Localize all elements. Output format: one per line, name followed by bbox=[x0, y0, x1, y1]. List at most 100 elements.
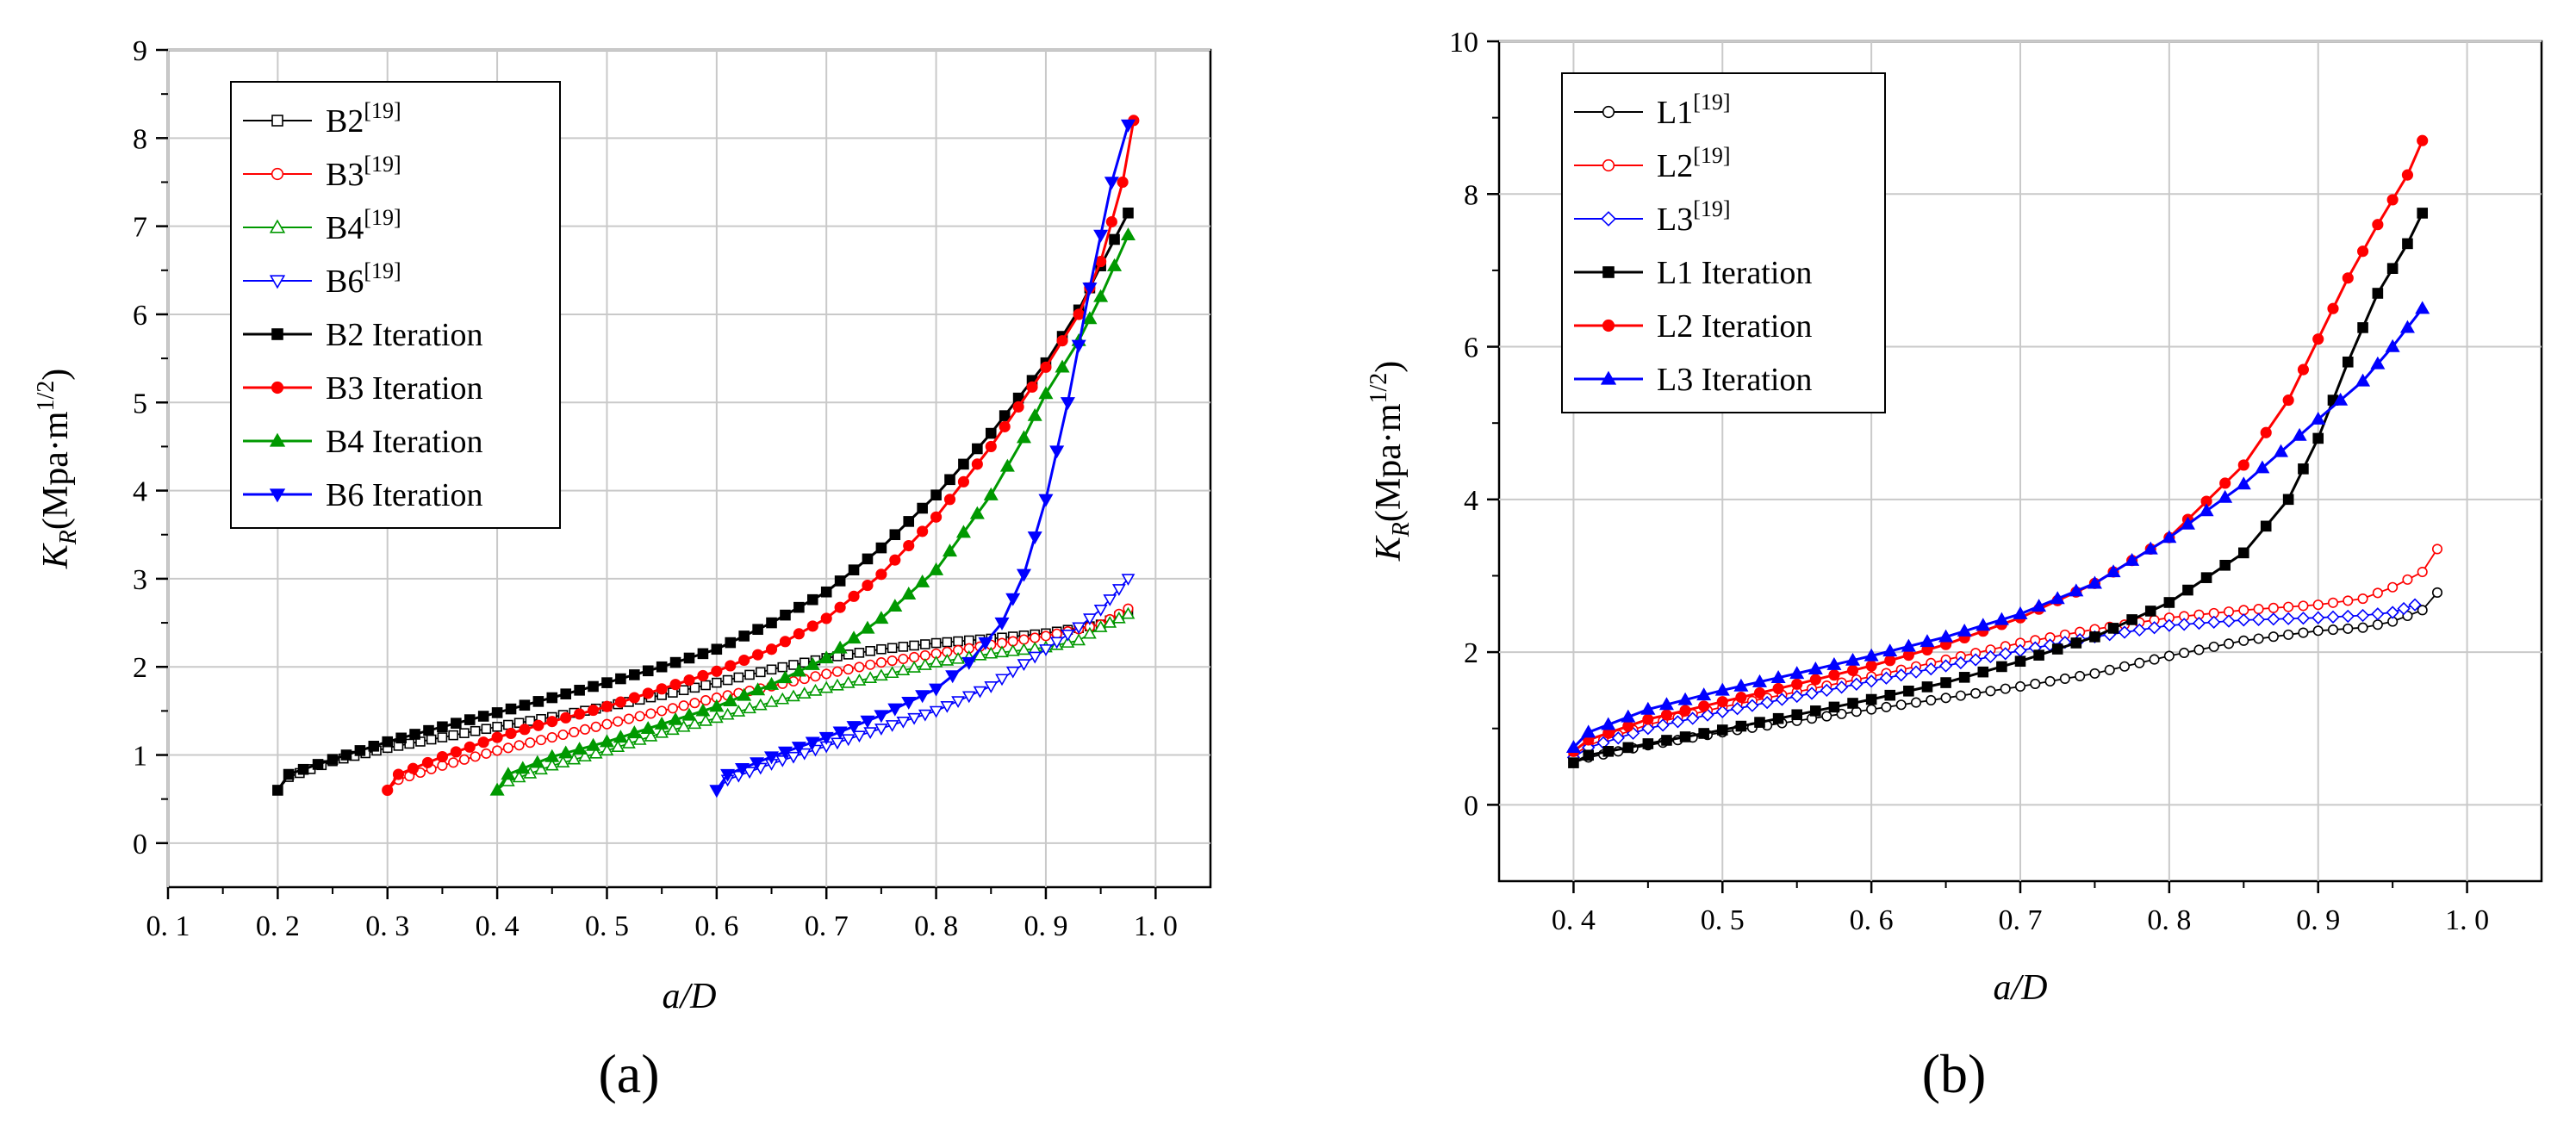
a-point-2-12 bbox=[622, 736, 636, 749]
a-point-1-41 bbox=[831, 666, 843, 677]
b-x-tick-label-2: 0. 6 bbox=[1850, 904, 1894, 936]
a-point-5-13 bbox=[560, 711, 572, 724]
b-point-3-44 bbox=[2372, 288, 2384, 299]
a-point-4-41 bbox=[834, 575, 846, 587]
a-series-markers-7 bbox=[709, 119, 1136, 798]
b-point-3-10 bbox=[1754, 717, 1765, 728]
b-y-tick-label-3: 6 bbox=[1464, 332, 1478, 364]
a-point-1-60 bbox=[1040, 631, 1051, 642]
a-point-6-41 bbox=[1055, 359, 1070, 373]
b-legend-ref-0: [19] bbox=[1693, 90, 1730, 115]
a-point-0-19 bbox=[481, 724, 492, 735]
a-legend-label-3: B6[19] bbox=[326, 258, 401, 300]
a-point-4-24 bbox=[601, 677, 613, 688]
a-point-2-55 bbox=[1093, 620, 1108, 632]
a-point-0-46 bbox=[777, 662, 788, 673]
b-point-0-49 bbox=[2298, 627, 2309, 638]
b-legend-label-5: L3 Iteration bbox=[1657, 362, 1812, 398]
b-point-4-39 bbox=[2297, 363, 2310, 376]
b-point-5-4 bbox=[1640, 701, 1656, 715]
a-point-2-34 bbox=[863, 671, 878, 683]
a-point-2-15 bbox=[655, 725, 669, 738]
a-point-1-61 bbox=[1051, 628, 1062, 639]
b-legend-ref-1: [19] bbox=[1693, 143, 1730, 168]
a-point-6-34 bbox=[955, 525, 971, 538]
b-x-tick-label-5: 0. 9 bbox=[2296, 904, 2340, 936]
b-point-3-2 bbox=[1602, 746, 1615, 757]
a-point-1-10 bbox=[492, 745, 503, 756]
a-point-1-44 bbox=[865, 659, 876, 670]
a-point-5-48 bbox=[1040, 361, 1052, 373]
a-legend-label-0: B2[19] bbox=[326, 98, 401, 140]
chart-a-y-label-close: ) bbox=[36, 369, 76, 381]
b-point-0-51 bbox=[2327, 624, 2339, 636]
a-point-2-37 bbox=[896, 663, 911, 675]
chart-a-y-label-exp: 1/2 bbox=[33, 381, 59, 412]
b-point-2-18 bbox=[1834, 680, 1849, 694]
a-point-5-19 bbox=[642, 687, 654, 699]
a-point-2-14 bbox=[644, 729, 658, 742]
a-point-2-11 bbox=[611, 740, 625, 752]
a-point-2-32 bbox=[841, 675, 856, 688]
b-point-2-49 bbox=[2296, 612, 2311, 625]
a-point-7-20 bbox=[994, 617, 1010, 631]
a-point-2-58 bbox=[1121, 606, 1136, 619]
b-point-5-38 bbox=[2273, 444, 2289, 457]
a-point-4-31 bbox=[697, 648, 709, 660]
b-point-0-27 bbox=[1970, 687, 1982, 699]
a-point-3-18 bbox=[907, 712, 921, 725]
a-point-0-20 bbox=[492, 721, 502, 732]
b-point-2-43 bbox=[2207, 615, 2221, 629]
a-point-7-15 bbox=[915, 690, 930, 704]
a-point-0-58 bbox=[909, 640, 919, 651]
b-point-4-10 bbox=[1753, 686, 1766, 699]
a-point-5-49 bbox=[1056, 335, 1068, 347]
a-point-3-29 bbox=[1028, 651, 1042, 664]
a-point-6-31 bbox=[915, 574, 930, 587]
b-point-5-29 bbox=[2106, 564, 2121, 578]
b-point-1-50 bbox=[2312, 599, 2324, 611]
b-point-5-7 bbox=[1696, 687, 1712, 701]
b-point-0-22 bbox=[1895, 699, 1907, 711]
b-point-2-8 bbox=[1686, 711, 1700, 725]
a-point-1-16 bbox=[557, 729, 569, 741]
b-point-4-15 bbox=[1846, 664, 1859, 676]
a-point-7-14 bbox=[901, 696, 917, 710]
b-point-2-21 bbox=[1879, 671, 1894, 685]
a-point-4-61 bbox=[1109, 233, 1120, 245]
a-point-0-13 bbox=[415, 736, 426, 747]
a-legend-label-2: B4[19] bbox=[326, 205, 401, 246]
a-point-4-49 bbox=[944, 474, 955, 486]
b-point-5-16 bbox=[1864, 648, 1879, 662]
b-point-0-50 bbox=[2312, 625, 2324, 637]
a-point-5-23 bbox=[697, 669, 709, 682]
panel-a-label: (a) bbox=[598, 1043, 659, 1104]
a-point-4-32 bbox=[711, 643, 723, 655]
b-point-5-43 bbox=[2370, 356, 2386, 370]
a-point-2-22 bbox=[731, 705, 746, 717]
a-point-1-43 bbox=[854, 662, 865, 673]
a-point-2-26 bbox=[775, 692, 790, 705]
b-point-5-2 bbox=[1601, 717, 1616, 730]
a-point-3-12 bbox=[841, 734, 856, 747]
b-point-2-46 bbox=[2251, 612, 2266, 626]
b-point-2-45 bbox=[2237, 613, 2250, 627]
b-point-0-43 bbox=[2208, 641, 2219, 652]
a-point-6-39 bbox=[1027, 407, 1042, 421]
b-point-2-14 bbox=[1775, 693, 1789, 706]
b-point-2-13 bbox=[1760, 695, 1774, 710]
a-point-7-13 bbox=[887, 703, 903, 717]
b-point-3-19 bbox=[1921, 681, 1933, 693]
a-point-5-9 bbox=[505, 727, 517, 740]
a-x-tick-label-8: 0. 9 bbox=[1024, 910, 1067, 942]
a-point-1-24 bbox=[645, 708, 656, 719]
b-point-2-26 bbox=[1954, 655, 1968, 670]
b-point-5-11 bbox=[1770, 670, 1786, 683]
a-point-6-2 bbox=[515, 761, 531, 774]
a-point-5-16 bbox=[600, 700, 613, 712]
b-point-3-47 bbox=[2417, 208, 2429, 219]
a-x-tick-label-1: 0. 2 bbox=[256, 910, 300, 942]
a-point-5-12 bbox=[546, 716, 558, 728]
b-point-3-27 bbox=[2070, 637, 2082, 649]
